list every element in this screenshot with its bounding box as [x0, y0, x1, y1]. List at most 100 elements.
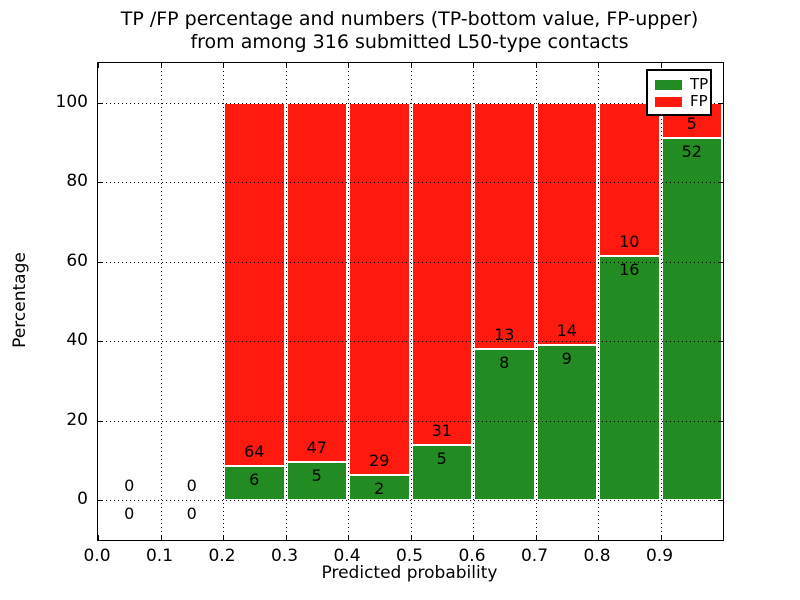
gridline-vertical-0.5: [410, 63, 412, 540]
x-tickmark-top: [535, 63, 537, 68]
bar-segment-tp: [661, 137, 722, 501]
y-tickmark-left: [98, 341, 103, 343]
bar-segment-fp: [411, 102, 472, 446]
x-tickmark-top: [98, 63, 99, 68]
bar-segment-tp: [224, 466, 285, 501]
fp-count-label: 13: [494, 324, 515, 344]
x-tickmark-top: [473, 63, 474, 68]
tp-count-label: 52: [681, 141, 702, 161]
x-tickmark-bottom: [223, 535, 224, 540]
fp-count-label: 31: [431, 421, 452, 441]
tp-count-label: 5: [436, 449, 447, 469]
fp-count-label: 0: [186, 476, 197, 496]
gridline-vertical-0.8: [598, 63, 599, 540]
fp-count-label: 10: [619, 231, 640, 251]
gridline-vertical-0.7: [535, 63, 537, 540]
x-tickmark-bottom: [285, 535, 287, 540]
x-tickmark-bottom: [98, 535, 99, 540]
bar-segment-tp: [536, 344, 597, 501]
fp-count-label: 0: [124, 476, 135, 496]
x-tick-label-0.7: 0.7: [520, 546, 549, 566]
annotations-layer: 0 0 0 0 64 6 47 5 29 2 31 5 13 8 14 9 10 16 5 52: [98, 63, 723, 540]
x-tick-label-0.4: 0.4: [333, 546, 361, 566]
gridline-vertical-0.1: [160, 63, 162, 540]
x-tickmark-bottom: [535, 535, 537, 540]
y-tickmark-right: [718, 341, 723, 343]
tp-count-label: 8: [499, 352, 510, 372]
x-tickmark-top: [410, 63, 412, 68]
x-tickmark-top: [348, 63, 349, 68]
x-tick-label-0.0: 0.0: [83, 546, 111, 566]
x-tickmark-bottom: [160, 535, 162, 540]
y-tickmark-left: [98, 261, 103, 263]
bar-segment-fp: [286, 102, 347, 462]
x-tickmark-bottom: [660, 535, 662, 540]
bar-segment-tp: [286, 462, 347, 501]
legend-label-fp: FP: [690, 92, 708, 110]
y-tickmark-right: [718, 261, 723, 263]
fp-count-label: 47: [306, 438, 327, 457]
x-tickmark-bottom: [473, 535, 474, 540]
fp-count-label: 14: [556, 320, 577, 340]
x-tickmark-top: [223, 63, 224, 68]
chart-title-line1: TP /FP percentage and numbers (TP-bottom…: [120, 8, 699, 30]
x-tick-label-0.3: 0.3: [270, 546, 299, 566]
bar-segment-fp: [599, 102, 660, 256]
bar-segment-fp: [224, 102, 285, 467]
x-tick-label-0.1: 0.1: [145, 546, 174, 566]
gridline-vertical-0.6: [473, 63, 474, 540]
bar-segment-fp: [349, 102, 410, 475]
bar-segment-tp: [474, 348, 535, 501]
x-tickmark-bottom: [598, 535, 599, 540]
gridline-vertical-0.3: [285, 63, 287, 540]
y-axis-label: Percentage: [10, 252, 30, 348]
x-axis-label: Predicted probability: [321, 563, 498, 583]
x-tickmark-top: [660, 63, 662, 68]
y-tick-label-80: 80: [66, 171, 88, 192]
bar-segment-tp: [411, 445, 472, 501]
y-tickmark-right: [718, 102, 723, 104]
tp-count-label: 2: [374, 478, 385, 498]
tp-count-label: 0: [186, 504, 197, 524]
gridline-vertical-0.2: [223, 63, 224, 540]
legend: TP FP: [646, 69, 712, 116]
x-tickmark-top: [160, 63, 162, 68]
bar-segment-fp: [536, 102, 597, 345]
bar-segment-tp: [599, 255, 660, 501]
x-tick-label-0.2: 0.2: [208, 546, 236, 566]
tp-count-label: 5: [311, 466, 322, 485]
tickmarks-layer: [98, 63, 723, 540]
fp-count-label: 64: [244, 442, 265, 462]
x-tick-label-0.6: 0.6: [458, 546, 486, 566]
x-tickmark-top: [285, 63, 287, 68]
gridline-vertical-0.4: [348, 63, 349, 540]
legend-row-tp: TP: [648, 76, 710, 93]
legend-swatch-fp: [655, 96, 682, 107]
bar-segment-tp: [349, 474, 410, 501]
x-tick-label-0.5: 0.5: [395, 546, 424, 566]
y-tick-label-60: 60: [66, 250, 88, 271]
legend-label-tp: TP: [690, 75, 709, 93]
x-tick-label-0.9: 0.9: [645, 546, 674, 566]
bar-segment-fp: [474, 102, 535, 349]
bars-layer: [98, 63, 723, 540]
tp-count-label: 6: [249, 470, 260, 490]
x-tickmark-bottom: [410, 535, 412, 540]
y-tickmark-left: [98, 182, 103, 184]
x-tickmark-top: [598, 63, 599, 68]
legend-row-fp: FP: [648, 93, 710, 110]
tp-count-label: 16: [619, 259, 640, 279]
y-tickmark-right: [718, 500, 723, 502]
y-tickmark-right: [718, 182, 723, 184]
plot-area: 0 0 0 0 64 6 47 5 29 2 31 5 13 8 14 9 10 16 5 52 TP FP: [97, 62, 724, 541]
y-tickmark-left: [98, 420, 103, 422]
y-tick-label-20: 20: [66, 409, 88, 430]
legend-swatch-tp: [655, 79, 682, 90]
x-tickmark-bottom: [348, 535, 349, 540]
tp-count-label: 9: [561, 348, 572, 368]
chart-title: TP /FP percentage and numbers (TP-bottom…: [97, 8, 722, 54]
y-tick-label-100: 100: [55, 91, 88, 112]
y-tickmark-right: [718, 420, 723, 422]
y-tickmark-left: [98, 500, 103, 502]
tp-count-label: 0: [124, 504, 135, 524]
